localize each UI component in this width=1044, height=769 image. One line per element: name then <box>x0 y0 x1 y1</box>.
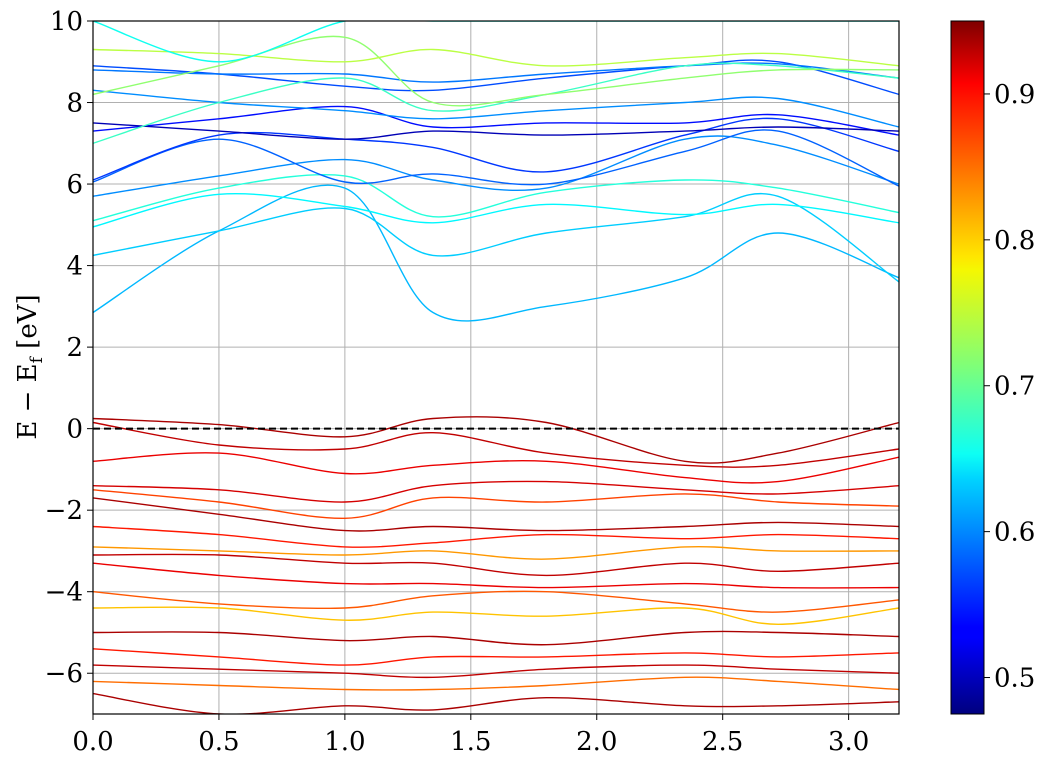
valence-band-line <box>93 590 899 613</box>
y-tick-label: 4 <box>66 252 83 282</box>
plot-frame <box>92 20 900 715</box>
valence-band-line <box>93 664 899 679</box>
valence-band-line <box>93 416 899 464</box>
conduction-band-line <box>93 117 899 181</box>
conduction-band-line <box>93 192 899 283</box>
valence-band-line <box>93 421 899 468</box>
y-tick-label: −2 <box>45 496 83 526</box>
y-axis-label-main: E − E <box>13 363 43 439</box>
x-tick-label: 0.5 <box>198 727 239 757</box>
y-axis-label-subscript: f <box>27 355 47 363</box>
valence-band-line <box>93 606 899 625</box>
x-tick-label: 1.0 <box>324 727 365 757</box>
y-axis-label-unit: [eV] <box>13 294 43 357</box>
valence-band-line <box>93 489 899 520</box>
valence-band-line <box>93 545 899 560</box>
valence-band-line <box>93 497 899 532</box>
conduction-band-line <box>93 192 899 228</box>
conduction-band-line <box>93 135 899 197</box>
y-tick-label: −4 <box>45 578 83 608</box>
y-tick-label: 10 <box>50 7 83 37</box>
colorbar-tick-label: 0.5 <box>994 664 1035 694</box>
valence-band-line <box>93 480 899 503</box>
valence-band-line <box>93 692 899 714</box>
x-tick-label: 2.0 <box>576 727 617 757</box>
valence-band-line <box>93 562 899 589</box>
valence-band-line <box>93 648 899 666</box>
conduction-band-line <box>93 62 899 144</box>
conduction-band-line <box>93 21 899 63</box>
conduction-band-line <box>93 48 899 67</box>
x-tick-label: 0.0 <box>72 727 113 757</box>
band-lines <box>93 21 899 714</box>
x-tick-label: 2.5 <box>702 727 743 757</box>
x-tick-label: 1.5 <box>450 727 491 757</box>
conduction-band-line <box>93 184 899 322</box>
conduction-band-line <box>93 173 899 222</box>
conduction-band-line <box>93 35 899 107</box>
valence-band-line <box>93 452 899 484</box>
colorbar <box>950 20 985 715</box>
y-tick-label: −6 <box>45 659 83 689</box>
conduction-band-line <box>93 62 899 83</box>
colorbar-tick-label: 0.6 <box>994 518 1035 548</box>
conduction-band-line <box>93 122 899 140</box>
conduction-band-line <box>93 129 899 187</box>
plot-area <box>93 21 899 714</box>
valence-band-line <box>93 553 899 577</box>
y-axis: −6 −4 −2 0 2 4 6 8 10 <box>45 7 93 689</box>
valence-band-line <box>93 525 899 548</box>
valence-band-line <box>93 676 899 691</box>
colorbar-tick-label: 0.8 <box>994 226 1035 256</box>
colorbar-tick-label: 0.9 <box>994 80 1035 110</box>
conduction-band-line <box>93 89 899 128</box>
y-tick-label: 6 <box>66 170 83 200</box>
y-tick-label: 2 <box>66 333 83 363</box>
y-tick-label: 8 <box>66 89 83 119</box>
valence-band-line <box>93 630 899 646</box>
conduction-band-line <box>93 105 899 136</box>
colorbar-ticks: 0.5 0.6 0.7 0.8 0.9 <box>984 80 1035 694</box>
x-tick-label: 3.0 <box>828 727 869 757</box>
y-tick-label: 0 <box>66 415 83 445</box>
x-axis: 0.0 0.5 1.0 1.5 2.0 2.5 3.0 <box>72 714 869 757</box>
y-axis-label: E − Ef [eV] <box>13 294 47 439</box>
colorbar-tick-label: 0.7 <box>994 372 1035 402</box>
